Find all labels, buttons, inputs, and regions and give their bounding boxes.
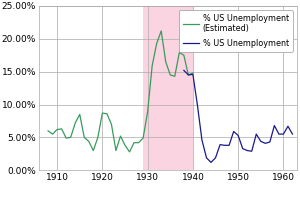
% US Unemployment xyxy=(191,73,195,75)
% US Unemployment
(Estimated) xyxy=(82,136,86,139)
% US Unemployment xyxy=(205,157,208,159)
% US Unemployment
(Estimated) xyxy=(60,128,63,130)
% US Unemployment xyxy=(254,133,258,135)
Line: % US Unemployment
(Estimated): % US Unemployment (Estimated) xyxy=(48,31,193,152)
% US Unemployment
(Estimated) xyxy=(55,128,59,131)
% US Unemployment
(Estimated) xyxy=(128,151,131,153)
% US Unemployment
(Estimated) xyxy=(46,130,50,132)
% US Unemployment
(Estimated) xyxy=(169,74,172,76)
% US Unemployment xyxy=(223,144,226,147)
% US Unemployment
(Estimated) xyxy=(173,75,177,77)
% US Unemployment
(Estimated) xyxy=(105,112,109,115)
% US Unemployment xyxy=(263,142,267,145)
% US Unemployment
(Estimated) xyxy=(137,142,140,144)
% US Unemployment xyxy=(214,157,217,159)
% US Unemployment xyxy=(200,139,204,141)
% US Unemployment
(Estimated) xyxy=(178,51,181,54)
% US Unemployment
(Estimated) xyxy=(119,135,122,137)
% US Unemployment xyxy=(187,74,190,76)
% US Unemployment
(Estimated) xyxy=(114,149,118,152)
Legend: % US Unemployment
(Estimated), % US Unemployment: % US Unemployment (Estimated), % US Unem… xyxy=(179,10,293,52)
% US Unemployment xyxy=(245,149,249,152)
% US Unemployment
(Estimated) xyxy=(123,144,127,147)
% US Unemployment
(Estimated) xyxy=(187,74,190,76)
% US Unemployment
(Estimated) xyxy=(69,136,73,139)
% US Unemployment
(Estimated) xyxy=(159,30,163,32)
Bar xyxy=(143,6,193,170)
% US Unemployment
(Estimated) xyxy=(141,137,145,139)
% US Unemployment
(Estimated) xyxy=(150,65,154,67)
% US Unemployment
(Estimated) xyxy=(87,140,91,143)
% US Unemployment
(Estimated) xyxy=(74,122,77,124)
% US Unemployment
(Estimated) xyxy=(96,136,100,139)
% US Unemployment xyxy=(268,141,272,143)
% US Unemployment xyxy=(282,133,285,135)
% US Unemployment xyxy=(232,130,236,133)
% US Unemployment xyxy=(259,140,262,143)
% US Unemployment xyxy=(227,144,231,147)
% US Unemployment
(Estimated) xyxy=(64,137,68,139)
% US Unemployment
(Estimated) xyxy=(78,113,82,116)
% US Unemployment
(Estimated) xyxy=(146,111,149,113)
% US Unemployment
(Estimated) xyxy=(132,142,136,144)
% US Unemployment
(Estimated) xyxy=(182,54,186,56)
% US Unemployment xyxy=(241,147,244,150)
% US Unemployment xyxy=(291,133,294,135)
% US Unemployment xyxy=(182,69,186,71)
% US Unemployment
(Estimated) xyxy=(100,112,104,114)
% US Unemployment xyxy=(196,104,199,106)
% US Unemployment xyxy=(277,133,281,135)
% US Unemployment
(Estimated) xyxy=(92,149,95,152)
% US Unemployment xyxy=(286,125,290,128)
% US Unemployment
(Estimated) xyxy=(164,61,167,63)
% US Unemployment
(Estimated) xyxy=(191,72,195,74)
% US Unemployment xyxy=(218,144,222,146)
% US Unemployment xyxy=(273,124,276,127)
% US Unemployment xyxy=(250,150,253,152)
% US Unemployment
(Estimated) xyxy=(110,123,113,126)
% US Unemployment xyxy=(236,134,240,137)
% US Unemployment xyxy=(209,161,213,164)
Line: % US Unemployment: % US Unemployment xyxy=(184,70,292,162)
% US Unemployment
(Estimated) xyxy=(51,133,54,135)
% US Unemployment
(Estimated) xyxy=(155,42,158,45)
